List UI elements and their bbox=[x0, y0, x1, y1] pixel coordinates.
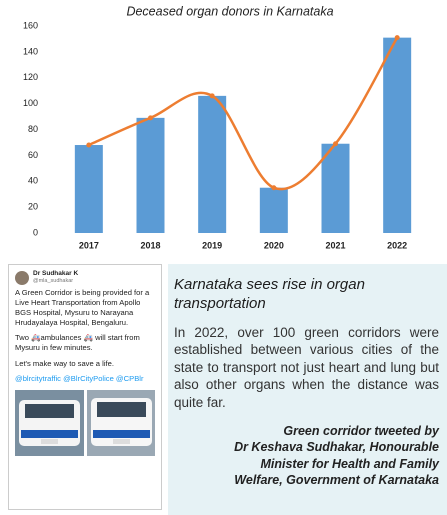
bar bbox=[383, 37, 412, 233]
line-point bbox=[333, 141, 338, 147]
article-heading: Karnataka sees rise in organ transportat… bbox=[174, 276, 365, 312]
article-body: In 2022, over 100 green corridors were e… bbox=[174, 324, 439, 410]
article: Karnataka sees rise in organ transportat… bbox=[168, 264, 447, 515]
x-tick-label: 2021 bbox=[325, 240, 345, 250]
caption-line: Dr Keshava Sudhakar, Honourable bbox=[234, 440, 439, 455]
y-tick-label: 60 bbox=[28, 150, 38, 160]
y-tick-label: 100 bbox=[23, 98, 38, 108]
bar bbox=[259, 187, 288, 233]
tweet-text: Two 🚑ambulances 🚑 will start from Mysuru… bbox=[15, 333, 140, 352]
line-point bbox=[394, 35, 400, 41]
line-point bbox=[148, 115, 153, 121]
tweet-photos bbox=[15, 390, 155, 457]
line-point bbox=[86, 142, 92, 148]
x-tick-label: 2020 bbox=[264, 240, 284, 250]
y-tick-label: 80 bbox=[28, 124, 38, 134]
caption-line: Green corridor tweeted by bbox=[283, 424, 439, 439]
y-tick-label: 140 bbox=[23, 46, 38, 56]
y-tick-label: 120 bbox=[23, 72, 38, 82]
avatar bbox=[15, 270, 29, 285]
article-caption: Green corridor tweeted by Dr Keshava Sudh… bbox=[174, 423, 439, 488]
ambulance-photo bbox=[15, 390, 84, 457]
tweet-handle: @mla_sudhakar bbox=[33, 278, 74, 285]
tweet-author-row: Dr Sudhakar K @mla_sudhakar bbox=[15, 270, 155, 285]
chart: Deceased organ donors in Karnataka 0 20 40… bbox=[23, 4, 412, 250]
bar bbox=[136, 117, 165, 233]
y-tick-label: 40 bbox=[28, 176, 38, 186]
y-tick-label: 0 bbox=[33, 227, 38, 237]
tweet-author: Dr Sudhakar K bbox=[33, 270, 79, 277]
caption-line: Minister for Health and Family bbox=[260, 456, 439, 471]
y-tick-label: 160 bbox=[23, 20, 38, 30]
x-tick-label: 2017 bbox=[79, 240, 99, 250]
bar bbox=[74, 145, 103, 233]
tweet-text: Let's make way to save a life. bbox=[15, 358, 114, 368]
tweet: Dr Sudhakar K @mla_sudhakar A Green Corr… bbox=[8, 264, 162, 510]
chart-title: Deceased organ donors in Karnataka bbox=[126, 4, 333, 18]
ambulance-photo bbox=[86, 390, 155, 457]
y-tick-label: 20 bbox=[28, 202, 38, 212]
tweet-tags: @blrcitytraffic @BlrCityPolice @CPBlr bbox=[15, 374, 144, 384]
line-point bbox=[209, 93, 215, 99]
x-tick-label: 2019 bbox=[202, 240, 222, 250]
x-tick-label: 2018 bbox=[140, 240, 160, 250]
bar bbox=[321, 143, 350, 233]
trend-line bbox=[88, 37, 399, 191]
x-tick-label: 2022 bbox=[387, 240, 407, 250]
tweet-text: A Green Corridor is being provided for a… bbox=[15, 288, 150, 327]
line-point bbox=[271, 185, 277, 191]
bar bbox=[198, 95, 227, 233]
caption-line: Welfare, Government of Karnataka bbox=[234, 472, 439, 487]
